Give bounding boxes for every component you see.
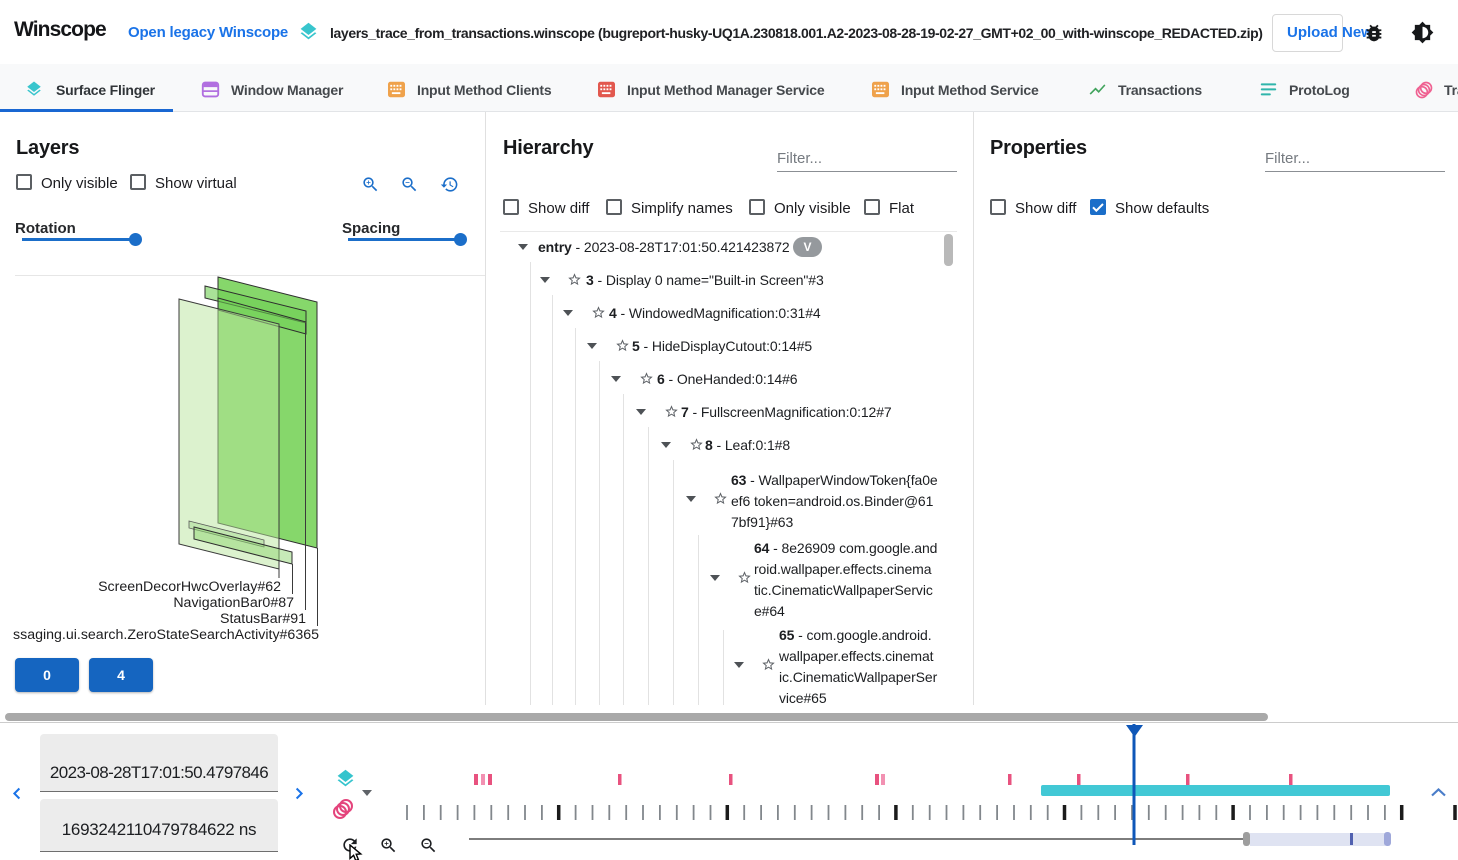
svg-text:NavigationBar0#87: NavigationBar0#87	[173, 595, 294, 611]
svg-text:ssaging.ui.search.ZeroStateSea: ssaging.ui.search.ZeroStateSearchActivit…	[13, 627, 319, 643]
svg-text:ScreenDecorHwcOverlay#62: ScreenDecorHwcOverlay#62	[98, 579, 281, 595]
svg-text:StatusBar#91: StatusBar#91	[220, 611, 306, 627]
